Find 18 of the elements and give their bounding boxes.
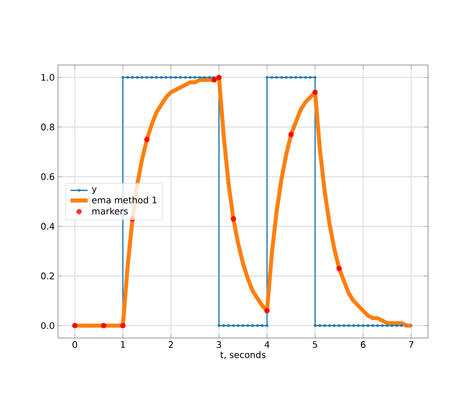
x-tick-label: 0 <box>72 341 78 348</box>
legend-label: ema method 1 <box>92 196 157 204</box>
x-axis-title: t, seconds <box>220 351 266 360</box>
x-tick-label: 6 <box>360 341 366 348</box>
y-tick-label: 1.0 <box>42 74 54 81</box>
x-tick-label: 5 <box>312 341 318 348</box>
x-tick-label: 4 <box>264 341 270 348</box>
x-tick-label: 3 <box>216 341 222 348</box>
y-tick-label: 0.6 <box>41 173 54 180</box>
legend-label: y <box>92 187 97 194</box>
y-tick-label: 0.2 <box>41 272 54 280</box>
x-tick-label: 1 <box>121 341 125 348</box>
legend-label: markers <box>92 208 128 215</box>
x-tick-label: 2 <box>168 341 173 348</box>
y-tick-label: 0.4 <box>41 222 54 230</box>
x-tick-label: 7 <box>409 341 414 348</box>
y-tick-label: 0.8 <box>41 124 54 130</box>
y-tick-label: 0.0 <box>41 322 54 329</box>
